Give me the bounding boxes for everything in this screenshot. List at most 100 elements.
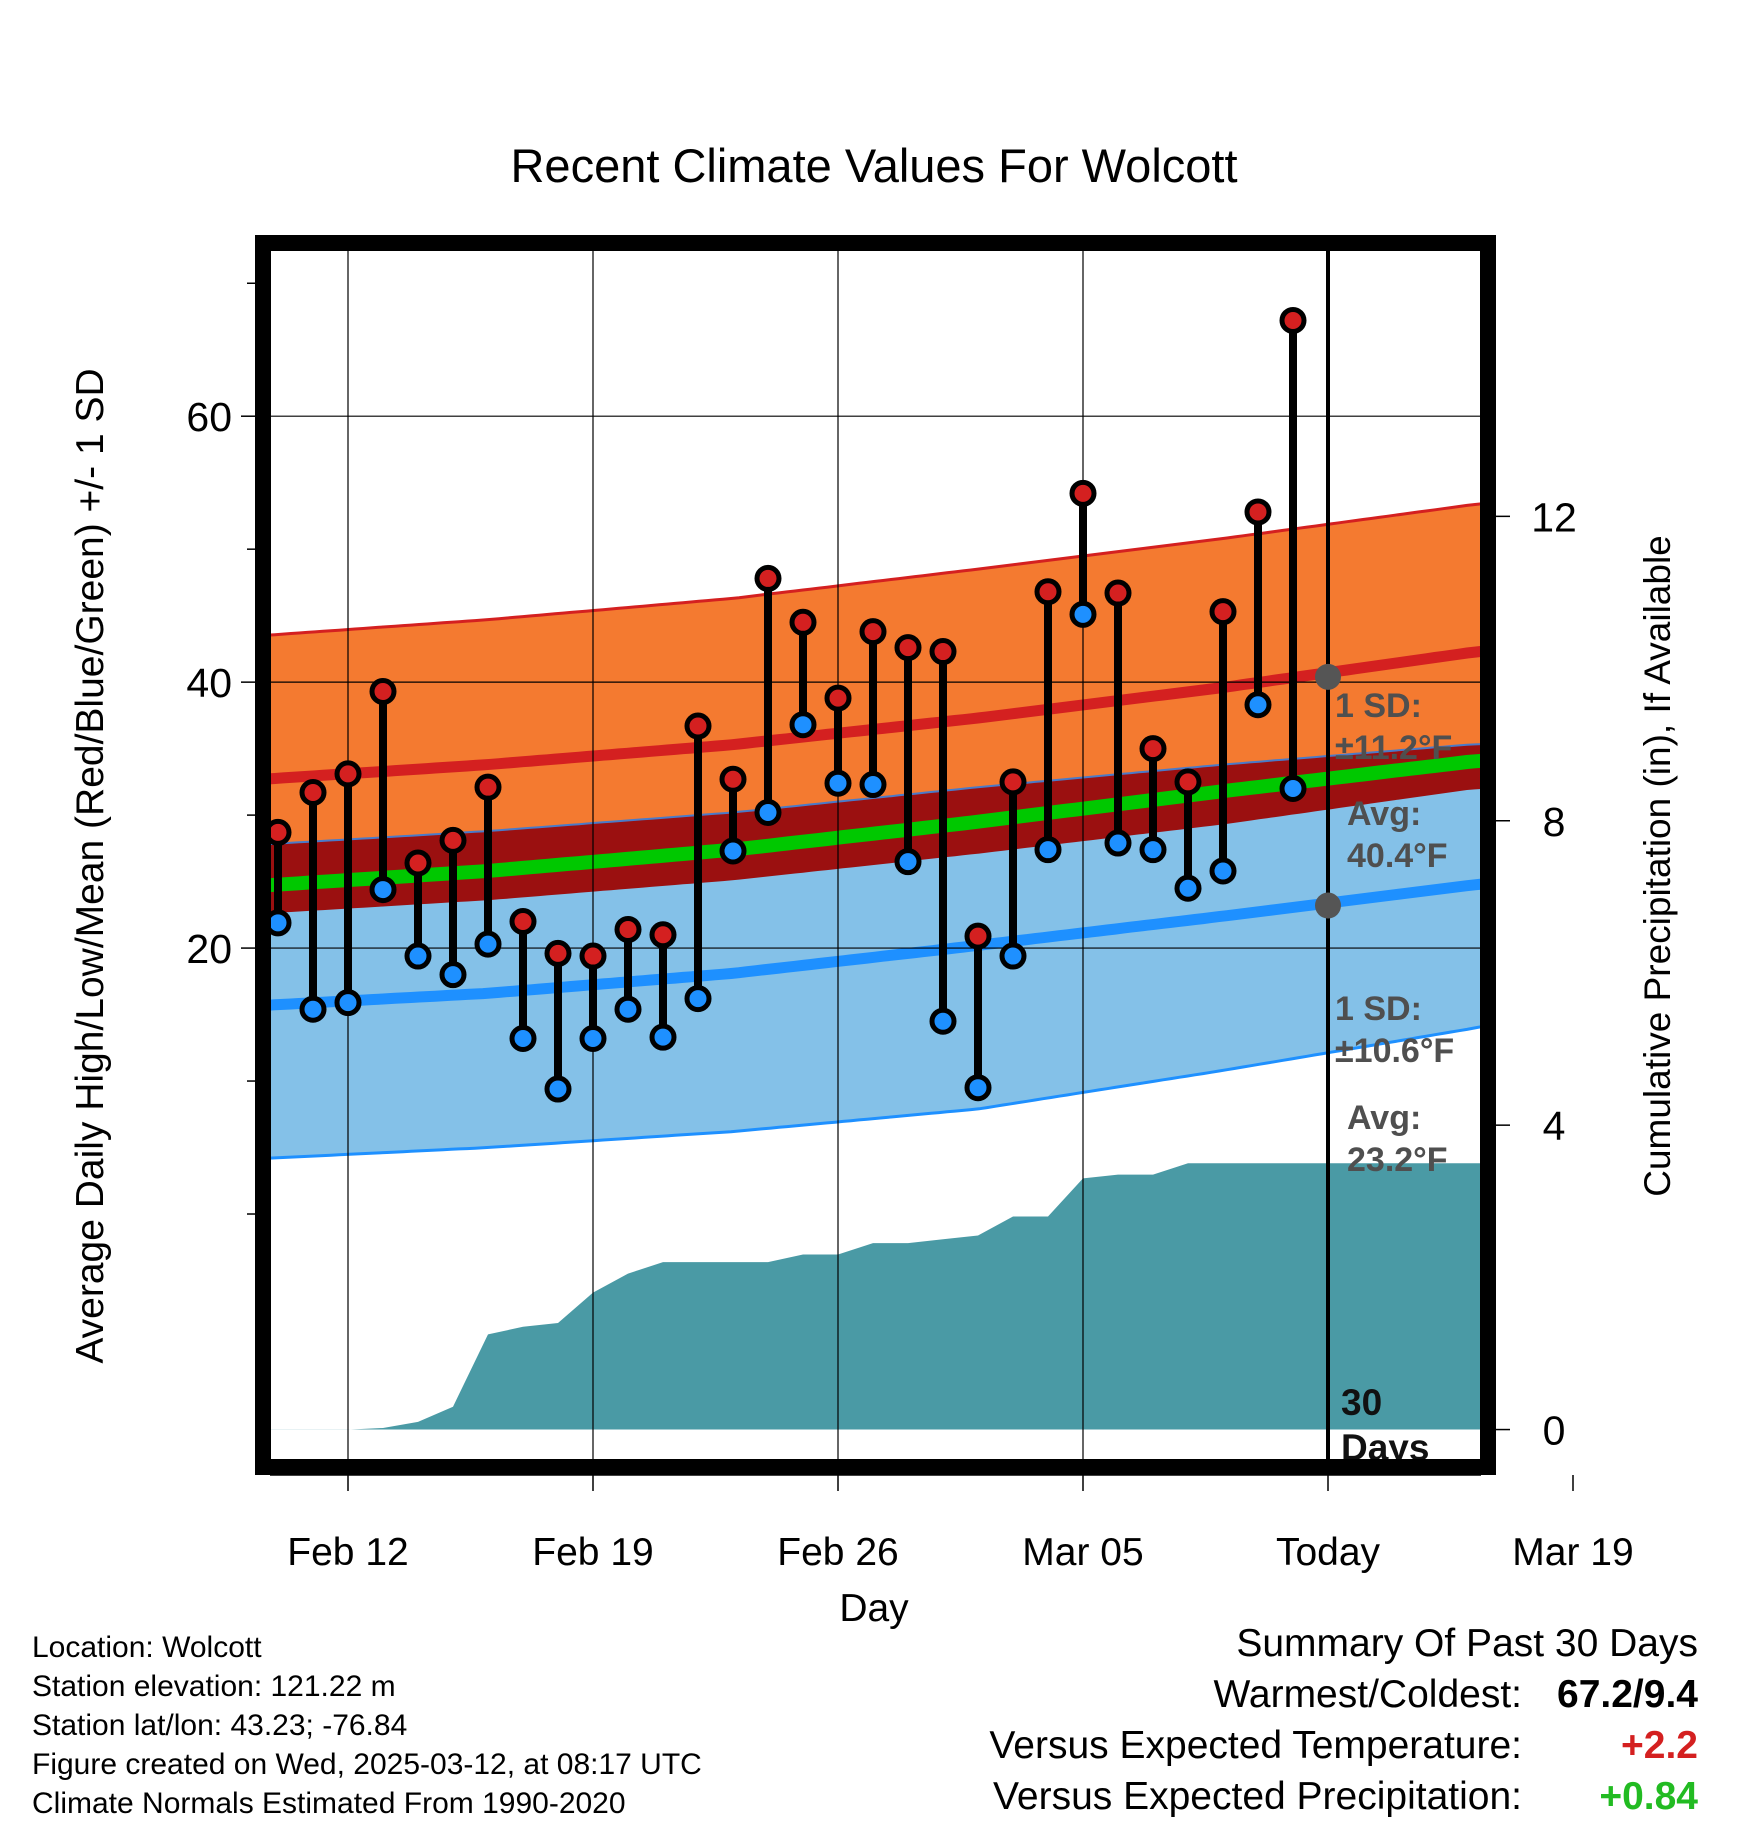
high-point [789, 608, 817, 636]
annotation-line2: 23.2°F [1347, 1141, 1448, 1179]
plot-frame [255, 235, 1496, 1475]
summary-warmest-row: Warmest/Coldest: 67.2/9.4 [1214, 1673, 1698, 1717]
high-point [1244, 498, 1272, 526]
footer-normals: Climate Normals Estimated From 1990-2020 [32, 1787, 626, 1820]
low-point [544, 1075, 572, 1103]
footer-elevation: Station elevation: 121.22 m [32, 1670, 396, 1703]
x-tick-label: Feb 26 [777, 1531, 898, 1574]
low-point [334, 989, 362, 1017]
annotation-line2: ±11.2°F [1335, 729, 1452, 767]
x-tick-label: Mar 05 [1022, 1531, 1143, 1574]
low-point [1209, 857, 1237, 885]
x-tick-label: Feb 12 [287, 1531, 408, 1574]
annotation-high-sd: 1 SD: ±11.2°F [1335, 687, 1452, 767]
low-point [824, 769, 852, 797]
high-point [299, 779, 327, 807]
y-axis-label: Average Daily High/Low/Mean (Red/Blue/Gr… [69, 368, 112, 1363]
summary-warmest-value: 67.2/9.4 [1557, 1673, 1698, 1716]
low-point [1069, 600, 1097, 628]
low-point [404, 942, 432, 970]
low-point [754, 798, 782, 826]
y2-tick-label: 4 [1543, 1103, 1566, 1149]
high-avg-line [270, 645, 1481, 785]
y2-tick-label: 0 [1543, 1408, 1566, 1454]
high-point [894, 634, 922, 662]
x-tick-label: Today [1276, 1531, 1381, 1574]
low-point [1034, 836, 1062, 864]
high-point [334, 760, 362, 788]
high-point [439, 826, 467, 854]
low-point [1174, 874, 1202, 902]
low-point [579, 1024, 607, 1052]
summary-precip-row: Versus Expected Precipitation: +0.84 [993, 1775, 1698, 1819]
summary-precip-value: +0.84 [1599, 1775, 1698, 1818]
high-point [404, 849, 432, 877]
high-point [999, 768, 1027, 796]
low-point [999, 942, 1027, 970]
high-point [509, 907, 537, 935]
annotation-line1: Avg: [1347, 795, 1421, 833]
low-point [929, 1007, 957, 1035]
footer-created: Figure created on Wed, 2025-03-12, at 08… [32, 1748, 702, 1781]
annotation-line1: 30 [1341, 1382, 1382, 1423]
x-tick-label: Mar 19 [1512, 1531, 1633, 1574]
daily-stems [270, 306, 1307, 1103]
summary-precip-label: Versus Expected Precipitation: [993, 1775, 1522, 1818]
low-point [614, 995, 642, 1023]
high-point [754, 564, 782, 592]
annotation-line1: 1 SD: [1335, 687, 1422, 725]
precip-area [270, 1163, 1481, 1430]
low-point [1104, 829, 1132, 857]
high-point [1209, 598, 1237, 626]
low-lower-line [270, 1025, 1481, 1160]
high-point [1139, 735, 1167, 763]
low-point [299, 995, 327, 1023]
annotation-low-sd: 1 SD: ±10.6°F [1335, 990, 1454, 1070]
summary-temp-row: Versus Expected Temperature: +2.2 [989, 1724, 1698, 1768]
annotation-line2: ±10.6°F [1335, 1032, 1454, 1070]
y-tick-label: 40 [186, 660, 232, 706]
high-point [824, 684, 852, 712]
high-point [369, 677, 397, 705]
high-point [1104, 579, 1132, 607]
y2-tick-label: 8 [1543, 799, 1566, 845]
mean-avg-line [270, 753, 1481, 893]
annotation-line2: 40.4°F [1347, 837, 1448, 875]
high-point [1279, 306, 1307, 334]
low-point [859, 771, 887, 799]
annotation-line1: 1 SD: [1335, 990, 1422, 1028]
low-point [684, 985, 712, 1013]
high-point [719, 765, 747, 793]
low-point [789, 711, 817, 739]
high-point [614, 915, 642, 943]
low-point [964, 1074, 992, 1102]
high-point [684, 712, 712, 740]
chart-title: Recent Climate Values For Wolcott [510, 139, 1238, 192]
high-point [579, 942, 607, 970]
summary-heading: Summary Of Past 30 Days [1236, 1622, 1698, 1665]
high-point [964, 922, 992, 950]
high-point [1174, 768, 1202, 796]
high-point [270, 818, 292, 846]
low-point [270, 909, 292, 937]
high-avg-marker [1315, 663, 1341, 690]
low-point [649, 1023, 677, 1051]
high-point [544, 939, 572, 967]
low-point [1244, 691, 1272, 719]
footer-latlon: Station lat/lon: 43.23; -76.84 [32, 1709, 408, 1742]
low-upper-line [270, 743, 1481, 846]
high-point [929, 638, 957, 666]
annotation-high-avg: Avg: 40.4°F [1347, 795, 1448, 875]
summary-warmest-label: Warmest/Coldest: [1213, 1673, 1522, 1716]
x-tick-label: Feb 19 [532, 1531, 653, 1574]
y2-tick-label: 12 [1531, 494, 1577, 540]
low-point [509, 1024, 537, 1052]
low-avg-marker [1315, 892, 1341, 919]
footer-location: Location: Wolcott [32, 1631, 262, 1664]
high-point [474, 773, 502, 801]
y-tick-label: 60 [186, 394, 232, 440]
low-point [439, 961, 467, 989]
summary-temp-value: +2.2 [1621, 1724, 1698, 1767]
low-point [1139, 836, 1167, 864]
